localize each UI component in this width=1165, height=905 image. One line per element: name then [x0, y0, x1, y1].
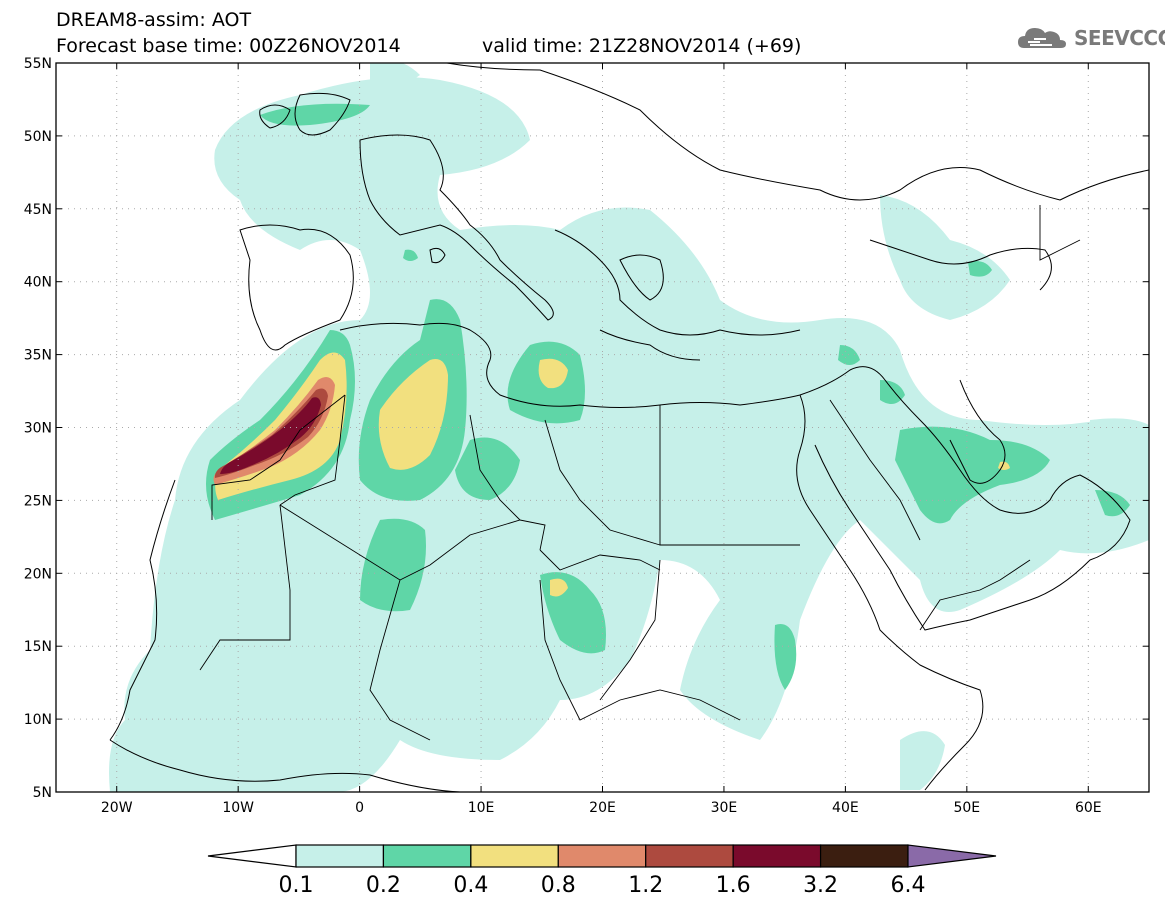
- lat-tick-label: 5N: [33, 785, 52, 801]
- country-borders: [199, 205, 1081, 741]
- colorbar-segment: [557, 844, 647, 868]
- lon-tick-label: 10W: [222, 800, 254, 816]
- cloud-icon: [1018, 28, 1066, 48]
- lat-tick-label: 45N: [24, 202, 52, 218]
- colorbar-label: 3.2: [803, 873, 838, 898]
- seevccc-logo: SEEVCCC: [1016, 22, 1165, 54]
- base-time-label: Forecast base time: 00Z26NOV2014: [56, 35, 401, 57]
- graticule: [56, 63, 1149, 792]
- valid-time-label: valid time: 21Z28NOV2014 (+69): [482, 35, 802, 57]
- colorbar-label: 1.6: [716, 873, 751, 898]
- lon-tick-label: 50E: [953, 800, 980, 816]
- lon-tick-label: 20E: [589, 800, 616, 816]
- lon-tick-label: 60E: [1075, 800, 1102, 816]
- lon-tick-label: 40E: [832, 800, 859, 816]
- lat-tick-label: 20N: [24, 566, 52, 582]
- longitude-axis: 20W 10W 0 10E 20E 30E 40E 50E 60E: [101, 63, 1102, 816]
- lat-tick-label: 10N: [24, 712, 52, 728]
- latitude-axis: 55N 50N 45N 40N 35N 30N 25N 20N 15N 10N 5N: [24, 56, 1149, 801]
- lon-tick-label: 10E: [468, 800, 495, 816]
- colorbar-label: 0.1: [279, 873, 314, 898]
- colorbar-segment: [819, 844, 909, 868]
- coastlines: [109, 63, 1149, 792]
- colorbar-label: 0.4: [453, 873, 488, 898]
- lon-tick-label: 0: [355, 800, 364, 816]
- aot-field: [109, 63, 1149, 792]
- lat-tick-label: 35N: [24, 348, 52, 364]
- lat-tick-label: 55N: [24, 56, 52, 72]
- colorbar-label: 0.2: [366, 873, 401, 898]
- logo-text: SEEVCCC: [1074, 26, 1165, 50]
- colorbar-label: 1.2: [628, 873, 663, 898]
- colorbar: 0.1 0.2 0.4 0.8 1.2 1.6 3.2 6.4: [207, 844, 997, 898]
- map-title: DREAM8-assim: AOT: [56, 9, 252, 31]
- lat-tick-label: 15N: [24, 639, 52, 655]
- colorbar-label: 6.4: [891, 873, 926, 898]
- colorbar-label: 0.8: [541, 873, 576, 898]
- colorbar-low-arrow: [207, 844, 297, 868]
- lon-tick-label: 30E: [711, 800, 738, 816]
- lat-tick-label: 40N: [24, 275, 52, 291]
- colorbar-high-arrow: [907, 844, 997, 868]
- colorbar-segment: [645, 844, 734, 868]
- lat-tick-label: 30N: [24, 421, 52, 437]
- colorbar-segment: [382, 844, 472, 868]
- colorbar-segment: [732, 844, 822, 868]
- colorbar-segment: [470, 844, 559, 868]
- lat-tick-label: 50N: [24, 129, 52, 145]
- colorbar-segment: [295, 844, 385, 868]
- lon-tick-label: 20W: [101, 800, 133, 816]
- lat-tick-label: 25N: [24, 493, 52, 509]
